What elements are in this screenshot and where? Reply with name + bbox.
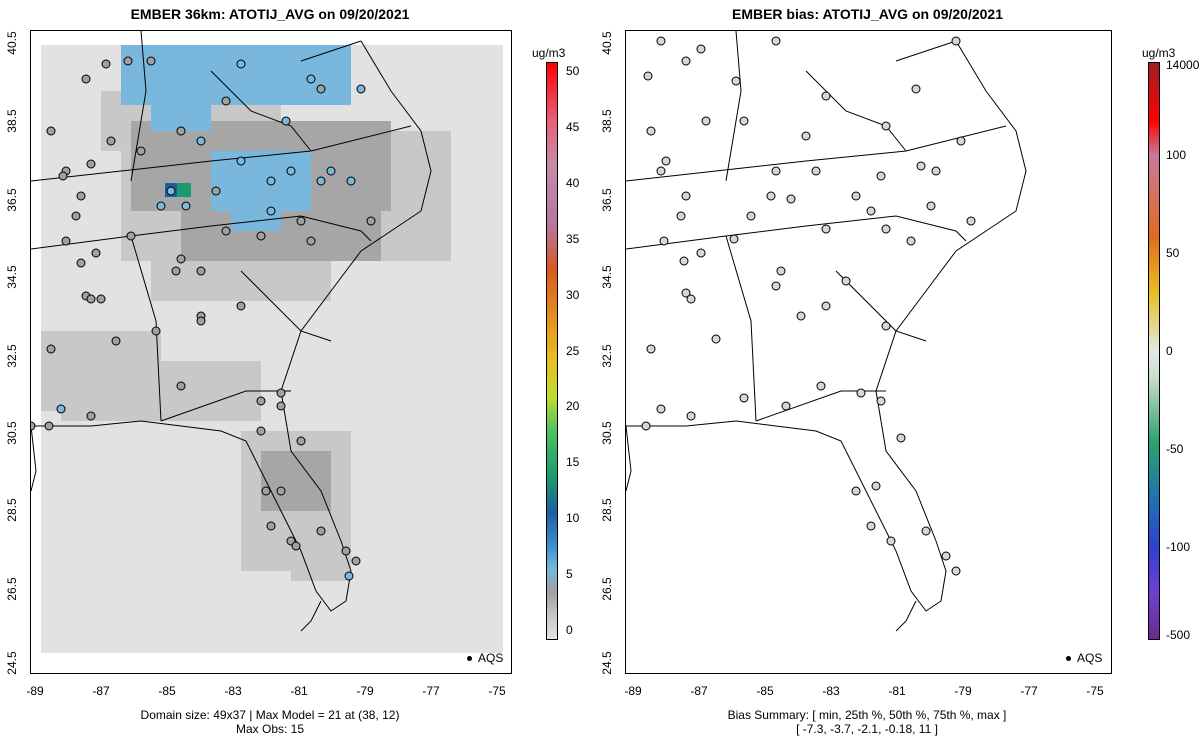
aqs-marker-icon	[467, 656, 472, 662]
left-ytick: 36.5	[5, 188, 19, 212]
left-aqs-sites	[31, 56, 376, 581]
right-ytick: 38.5	[600, 109, 614, 133]
left-ytick: 24.5	[5, 651, 19, 675]
left-colorbar-unit: ug/m3	[532, 46, 566, 60]
right-cbar-label: 14000	[1166, 58, 1200, 72]
left-boundaries	[31, 31, 432, 632]
right-ytick: 36.5	[600, 188, 614, 212]
right-caption-line1: Bias Summary: [ min, 25th %, 50th %, 75t…	[727, 708, 1007, 722]
left-ytick: 38.5	[5, 109, 19, 133]
left-cbar-label: 20	[566, 399, 580, 413]
left-panel-title: EMBER 36km: ATOTIJ_AVG on 09/20/2021	[130, 6, 410, 22]
right-map-plot: AQS	[625, 30, 1112, 674]
right-ytick: 34.5	[600, 265, 614, 289]
right-colorbar-unit: ug/m3	[1142, 46, 1176, 60]
left-xtick: -75	[488, 684, 506, 698]
right-xtick: -83	[822, 684, 840, 698]
right-xtick: -85	[756, 684, 774, 698]
left-cbar-label: 10	[566, 511, 580, 525]
left-cbar-label: 0	[566, 623, 573, 637]
right-panel-title: EMBER bias: ATOTIJ_AVG on 09/20/2021	[731, 6, 1004, 22]
left-cbar-label: 50	[566, 64, 580, 78]
left-xtick: -77	[422, 684, 440, 698]
right-cbar-label: 100	[1166, 148, 1187, 162]
right-cbar-label: 0	[1166, 344, 1173, 358]
left-ytick: 26.5	[5, 577, 19, 601]
right-xtick: -79	[954, 684, 972, 698]
right-xtick: -81	[888, 684, 906, 698]
right-ytick: 30.5	[600, 421, 614, 445]
right-ytick: 24.5	[600, 651, 614, 675]
left-ytick: 40.5	[5, 31, 19, 55]
right-legend-label: AQS	[1077, 651, 1103, 665]
left-legend-label: AQS	[478, 651, 504, 665]
model-blue-cells	[121, 45, 351, 231]
right-aqs-sites	[641, 36, 976, 576]
right-colorbar	[1148, 62, 1160, 640]
right-xtick: -75	[1086, 684, 1104, 698]
left-xtick: -83	[224, 684, 242, 698]
left-ytick: 34.5	[5, 265, 19, 289]
right-xtick: -87	[690, 684, 708, 698]
right-cbar-label: -100	[1166, 540, 1191, 554]
left-ytick: 32.5	[5, 344, 19, 368]
left-cbar-label: 45	[566, 120, 580, 134]
right-xtick: -89	[624, 684, 642, 698]
right-ytick: 40.5	[600, 31, 614, 55]
left-xtick: -89	[26, 684, 44, 698]
left-xtick: -79	[356, 684, 374, 698]
right-ytick: 32.5	[600, 344, 614, 368]
left-map-svg	[31, 31, 503, 653]
right-map-svg	[626, 31, 1027, 632]
left-caption-line2: Max Obs: 15	[235, 722, 305, 736]
left-colorbar	[546, 62, 558, 640]
left-legend: AQS	[467, 651, 503, 665]
right-cbar-label: -500	[1166, 628, 1191, 642]
right-boundaries	[626, 31, 1027, 632]
left-cbar-label: 30	[566, 288, 580, 302]
aqs-marker-icon	[1066, 656, 1071, 662]
right-xtick: -77	[1020, 684, 1038, 698]
left-cbar-label: 5	[566, 567, 573, 581]
right-legend: AQS	[1066, 651, 1102, 665]
left-ytick: 30.5	[5, 421, 19, 445]
left-caption-line1: Domain size: 49x37 | Max Model = 21 at (…	[140, 708, 400, 722]
left-cbar-label: 35	[566, 232, 580, 246]
left-xtick: -87	[92, 684, 110, 698]
left-map-plot: AQS	[30, 30, 512, 674]
right-ytick: 26.5	[600, 577, 614, 601]
right-caption-line2: [ -7.3, -3.7, -2.1, -0.18, 11 ]	[796, 722, 938, 736]
left-ytick: 28.5	[5, 498, 19, 522]
left-cbar-label: 15	[566, 455, 580, 469]
model-max-cell-2	[177, 183, 191, 197]
right-cbar-label: -50	[1166, 442, 1184, 456]
left-xtick: -85	[158, 684, 176, 698]
left-cbar-label: 25	[566, 344, 580, 358]
right-ytick: 28.5	[600, 498, 614, 522]
right-cbar-label: 50	[1166, 246, 1180, 260]
left-cbar-label: 40	[566, 176, 580, 190]
left-xtick: -81	[290, 684, 308, 698]
